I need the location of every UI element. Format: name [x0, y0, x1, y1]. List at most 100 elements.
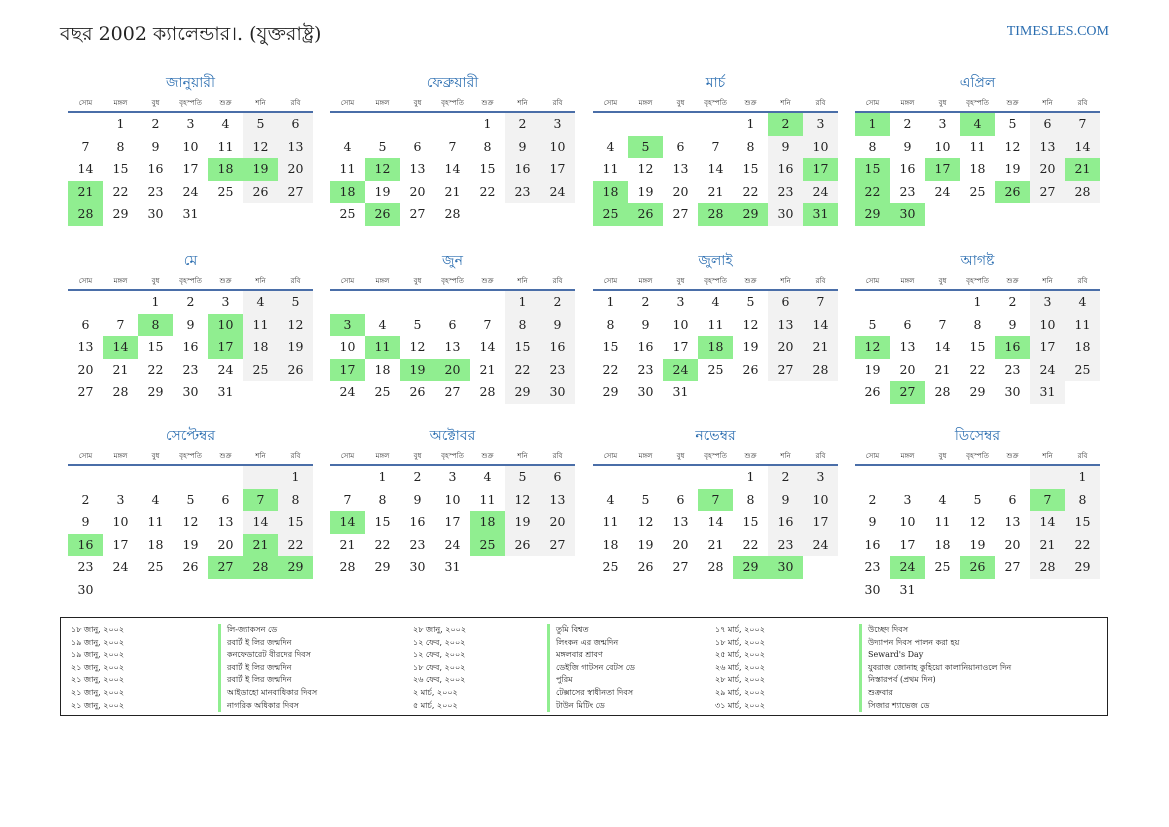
- day-cell: 11: [339, 161, 356, 176]
- day-cell: 12: [278, 313, 313, 336]
- empty-cell: [1030, 466, 1065, 489]
- weekday-header: সোম মঙ্গল বুধ বৃহস্পতি শুক্র শনি রবি: [330, 95, 575, 113]
- day-cell: 8: [1065, 488, 1100, 511]
- day-cell: 5: [413, 316, 422, 332]
- day-cell: 14: [803, 313, 838, 336]
- day-cell: 12: [505, 488, 540, 511]
- day-cell: 13: [899, 339, 916, 354]
- weekday-label: বুধ: [938, 99, 947, 107]
- holiday-date: ২১ জানু, ২০০২: [71, 687, 125, 697]
- day-cell: 27: [672, 206, 689, 221]
- day-cell: 15: [479, 161, 496, 176]
- day-cell: 27: [278, 180, 313, 203]
- day-cell: 15: [855, 158, 890, 181]
- weekday-label: মঙ্গল: [375, 277, 390, 285]
- day-cell: 9: [81, 514, 90, 529]
- empty-cell: [365, 113, 400, 136]
- weekday-label: রবি: [815, 99, 826, 107]
- weekday-header: সোম মঙ্গল বুধ বৃহস্পতি শুক্র শনি রবি: [68, 448, 313, 466]
- day-cell: 30: [637, 384, 654, 399]
- day-cell: 7: [938, 316, 947, 332]
- day-cell: 30: [890, 203, 925, 226]
- day-cell: 3: [1030, 291, 1065, 314]
- day-cell: 23: [1004, 361, 1021, 377]
- day-cell: 20: [768, 336, 803, 359]
- day-cell: 6: [448, 316, 457, 332]
- day-cell: 19: [278, 336, 313, 359]
- day-cell: 24: [934, 183, 951, 199]
- day-cell: 23: [147, 183, 164, 199]
- day-cell: 14: [934, 339, 951, 354]
- day-cell: 14: [1065, 135, 1100, 158]
- day-cell: 2: [768, 466, 803, 489]
- day-cell: 3: [221, 294, 230, 309]
- day-cell: 21: [934, 361, 951, 377]
- day-cell: 19: [243, 158, 278, 181]
- day-cell: 20: [278, 158, 313, 181]
- day-cell: 23: [899, 183, 916, 199]
- day-cell: 19: [864, 361, 881, 377]
- weekday-label: শুক্র: [744, 277, 757, 285]
- day-cell: 22: [1065, 533, 1100, 556]
- day-cell: 14: [77, 161, 94, 176]
- day-cell: 2: [81, 491, 90, 507]
- day-cell: 13: [77, 339, 94, 354]
- day-cell: 5: [505, 466, 540, 489]
- day-cell: 12: [365, 158, 400, 181]
- day-cell: 5: [243, 113, 278, 136]
- day-cell: 3: [803, 466, 838, 489]
- day-cell: 29: [278, 556, 313, 579]
- day-cell: 12: [637, 161, 654, 176]
- day-cell: 25: [1065, 358, 1100, 381]
- day-cell: 9: [868, 514, 877, 529]
- weekday-label: সোম: [340, 277, 355, 285]
- day-cell: 7: [711, 138, 720, 154]
- day-cell: 2: [505, 113, 540, 136]
- day-cell: 21: [243, 533, 278, 556]
- day-cell: 26: [505, 533, 540, 556]
- day-cell: 18: [602, 536, 619, 552]
- day-cell: 2: [540, 291, 575, 314]
- weekday-label: শুক্র: [1006, 452, 1019, 460]
- day-cell: 4: [483, 469, 492, 484]
- day-cell: 22: [479, 183, 496, 199]
- holiday-date: ২১ জানু, ২০০২: [71, 675, 125, 685]
- empty-cell: [68, 291, 103, 314]
- weekday-label: সোম: [78, 277, 93, 285]
- day-cell: 20: [1004, 536, 1021, 552]
- day-cell: 4: [151, 491, 160, 507]
- day-cell: 15: [147, 339, 164, 354]
- month-12: ডিসেম্বর সোম মঙ্গল বুধ বৃহস্পতি শুক্র শনি রবি 1 2…: [855, 426, 1100, 601]
- day-cell: 27: [444, 384, 461, 399]
- day-cell: 7: [1065, 113, 1100, 136]
- day-cell: 3: [330, 313, 365, 336]
- holiday-name: তুমি বিশ্বত: [547, 624, 635, 637]
- weekday-label: মঙ্গল: [113, 452, 128, 460]
- day-cell: 17: [330, 358, 365, 381]
- day-cell: 29: [733, 203, 768, 226]
- day-cell: 4: [343, 138, 352, 154]
- empty-cell: [628, 113, 663, 136]
- weekday-label: বুধ: [676, 452, 685, 460]
- site-link[interactable]: TIMESLES.COM: [1006, 24, 1109, 39]
- weekday-header: সোম মঙ্গল বুধ বৃহস্পতি শুক্র শনি রবি: [68, 273, 313, 291]
- holiday-name: লি-জ্যাকসন ডে: [218, 624, 317, 637]
- day-cell: 10: [899, 514, 916, 529]
- day-cell: 8: [606, 316, 615, 332]
- day-cell: 14: [707, 514, 724, 529]
- day-cell: 6: [676, 491, 685, 507]
- day-cell: 27: [1004, 559, 1021, 574]
- holiday-name: শুক্রবার: [859, 686, 1011, 700]
- day-cell: 23: [409, 536, 426, 552]
- month-5: মে সোম মঙ্গল বুধ বৃহস্পতি শুক্র শনি রবি 1 2 3 4 5 6 7 8…: [68, 251, 313, 404]
- weekday-label: রবি: [1077, 99, 1088, 107]
- day-cell: 14: [1030, 511, 1065, 534]
- day-cell: 31: [1030, 381, 1065, 404]
- month-name: জানুয়ারী: [166, 75, 215, 91]
- day-cell: 29: [505, 381, 540, 404]
- day-cell: 8: [483, 138, 492, 154]
- weekday-label: শুক্র: [219, 452, 232, 460]
- day-cell: 22: [147, 361, 164, 377]
- day-cell: 2: [186, 294, 195, 309]
- day-cell: 29: [733, 556, 768, 579]
